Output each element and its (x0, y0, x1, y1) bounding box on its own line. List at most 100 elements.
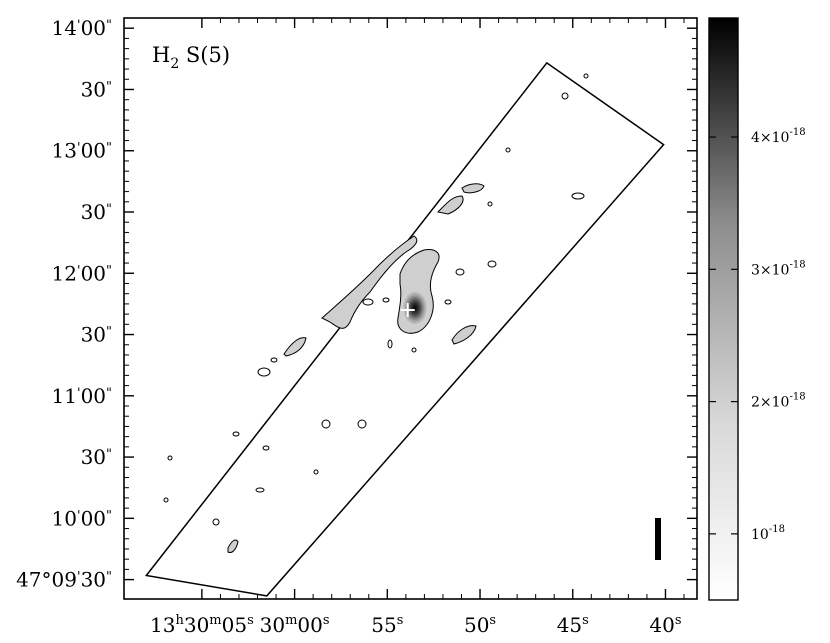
x-tick-s-mark: s (323, 613, 330, 628)
x-axis-ra: 13h30m05s 30m00s 55s 50s 45s 40s (150, 18, 685, 637)
y-tick-sec-mark: " (106, 325, 112, 340)
x-tick-seconds: 55 (371, 613, 396, 637)
x-tick-seconds: 40 (649, 613, 674, 637)
map-layer (144, 61, 665, 597)
colorbar-exponent: -18 (769, 524, 785, 535)
y-tick-sec: 30 (81, 200, 106, 224)
x-tick-label: 13h30m05s (150, 613, 254, 637)
map-label-rest: S(5) (179, 43, 230, 67)
colorbar-tick-label: 10-18 (751, 524, 785, 543)
y-tick-min: 10 (52, 506, 77, 530)
x-tick-label: 55s (371, 613, 403, 637)
colorbar-tick-label: 3×10-18 (751, 259, 806, 278)
y-tick-sec-mark: " (106, 18, 112, 33)
x-tick-label: 45s (557, 613, 589, 637)
x-tick-seconds: 05 (222, 613, 247, 637)
y-tick-min: 12 (52, 261, 77, 285)
y-tick-sec-mark: " (106, 79, 112, 94)
emission-ridge (321, 235, 418, 329)
y-tick-sec: 00 (81, 261, 106, 285)
x-tick-s-mark: s (582, 613, 589, 628)
colorbar-mantissa: 2× (751, 395, 772, 411)
emission-knot (461, 183, 485, 194)
colorbar-exponent: -18 (789, 127, 805, 138)
y-tick-sec: 30 (81, 77, 106, 101)
y-tick-label: 10'00" (52, 506, 112, 530)
colorbar-exponent: -18 (789, 259, 805, 270)
x-tick-seconds: 50 (464, 613, 489, 637)
x-tick-hours: 13 (150, 613, 175, 637)
colorbar (708, 17, 739, 601)
emission-patch-left (283, 337, 307, 357)
y-tick-label: 13'00" (52, 139, 112, 163)
y-tick-label: 30" (81, 323, 112, 347)
x-tick-label: 40s (649, 613, 681, 637)
emission-patch-lower (227, 539, 239, 553)
colorbar-base: 10 (772, 262, 790, 278)
y-tick-min-mark: ' (77, 141, 81, 156)
x-tick-m-mark: m (209, 613, 221, 628)
y-tick-sec-mark: " (106, 447, 112, 462)
x-tick-seconds: 00 (297, 613, 322, 637)
emission-ridge-upper (436, 195, 464, 215)
x-tick-minutes: 30 (184, 613, 209, 637)
y-tick-sec-mark: " (106, 141, 112, 156)
x-tick-label: 30m00s (260, 613, 330, 637)
colorbar-base: 10 (772, 395, 790, 411)
peak-cross-marker (400, 303, 415, 318)
map-label: H2 S(5) (152, 43, 230, 72)
y-tick-min-mark: ' (77, 18, 81, 33)
y-tick-deg: 47° (16, 568, 51, 592)
colorbar-tick-label: 4×10-18 (751, 127, 806, 146)
y-tick-sec-mark: " (106, 570, 112, 585)
colorbar-exponent: -18 (789, 392, 805, 403)
y-tick-label: 11'00" (52, 384, 112, 408)
y-tick-min: 13 (52, 139, 77, 163)
y-tick-label: 12'00" (52, 261, 112, 285)
map-label-subscript: 2 (170, 56, 179, 72)
x-tick-s-mark: s (489, 613, 496, 628)
y-tick-min-mark: ' (77, 263, 81, 278)
y-tick-sec: 00 (81, 16, 106, 40)
y-tick-min: 11 (52, 384, 77, 408)
colorbar-tick-label: 2×10-18 (751, 392, 806, 411)
y-tick-min-mark: ' (77, 570, 81, 585)
y-tick-min: 14 (52, 16, 77, 40)
y-tick-sec: 00 (81, 506, 106, 530)
y-tick-sec: 00 (81, 139, 106, 163)
y-tick-label: 30" (81, 200, 112, 224)
x-tick-s-mark: s (675, 613, 682, 628)
x-tick-minutes: 30 (260, 613, 285, 637)
y-tick-label: 30" (81, 445, 112, 469)
y-tick-sec-mark: " (106, 386, 112, 401)
x-tick-h-mark: h (175, 613, 184, 628)
x-tick-label: 50s (464, 613, 496, 637)
y-tick-sec-mark: " (106, 202, 112, 217)
colorbar-mantissa: 4× (751, 130, 772, 146)
x-tick-seconds: 45 (557, 613, 582, 637)
y-axis-dec: 14'00"30"13'00"30"12'00"30"11'00"30"10'0… (16, 16, 697, 592)
x-tick-s-mark: s (397, 613, 404, 628)
y-tick-sec: 30 (81, 445, 106, 469)
emission-patch-right (451, 325, 477, 345)
y-tick-sec: 30 (81, 323, 106, 347)
y-tick-min-mark: ' (77, 386, 81, 401)
x-tick-m-mark: m (285, 613, 297, 628)
map-label-species: H (152, 43, 170, 67)
scale-bar (655, 518, 661, 560)
y-tick-sec: 00 (81, 384, 106, 408)
y-tick-label: 30" (81, 77, 112, 101)
y-tick-label: 47°09'30" (16, 568, 112, 592)
contour-specks (163, 73, 589, 526)
colorbar-mantissa: 3× (751, 262, 772, 278)
y-tick-label: 14'00" (52, 16, 112, 40)
y-tick-min: 09 (52, 568, 77, 592)
emission-peak (402, 290, 428, 326)
y-tick-min-mark: ' (77, 508, 81, 523)
colorbar-base: 10 (772, 130, 790, 146)
y-tick-sec-mark: " (106, 263, 112, 278)
y-tick-sec: 30 (81, 568, 106, 592)
colorbar-base: 10 (751, 527, 769, 543)
colorbar-axis: 10-182×10-183×10-184×10-18 (709, 127, 806, 543)
